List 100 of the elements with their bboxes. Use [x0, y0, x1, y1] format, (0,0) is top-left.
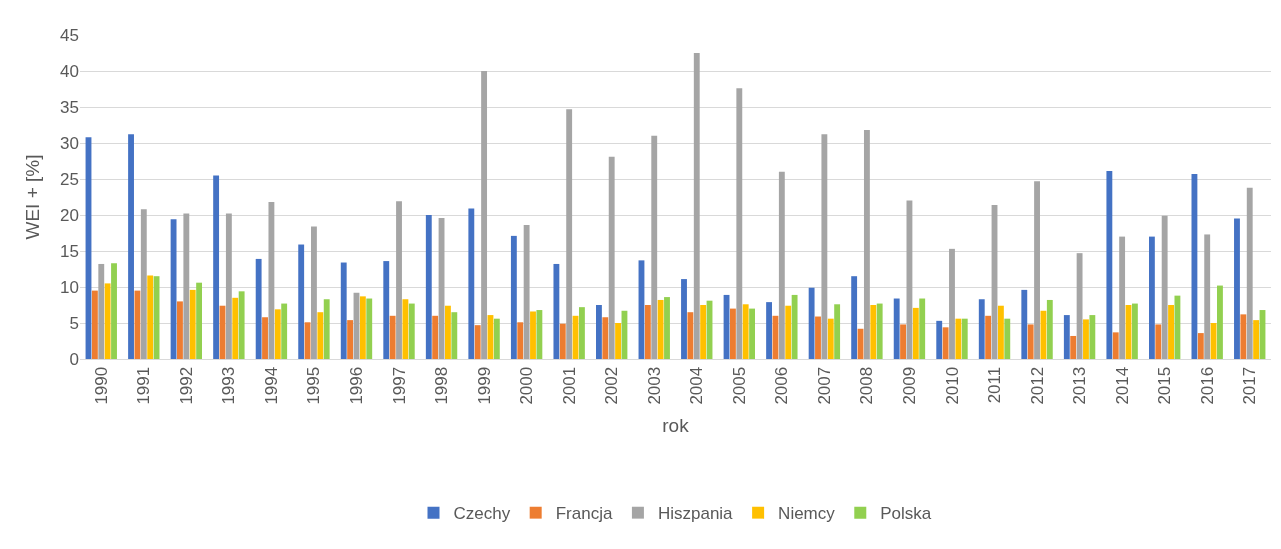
- x-tick-label: 2003: [644, 366, 664, 405]
- x-tick-label: 2001: [559, 366, 579, 405]
- bar: [1197, 333, 1204, 359]
- x-tick-label: 2011: [985, 366, 1005, 404]
- bar: [553, 263, 560, 359]
- bar: [304, 322, 311, 359]
- bar: [936, 320, 943, 359]
- bar: [517, 322, 524, 359]
- bar: [766, 302, 773, 359]
- x-tick-label: 2004: [687, 366, 707, 405]
- bar: [1070, 335, 1077, 359]
- bar: [225, 213, 232, 359]
- bar: [955, 318, 962, 359]
- bar: [359, 296, 366, 359]
- x-tick-label: 2013: [1070, 366, 1090, 405]
- bar: [602, 317, 609, 359]
- bar: [366, 298, 373, 359]
- bar: [238, 291, 245, 359]
- bar: [736, 88, 743, 359]
- bar: [213, 175, 220, 359]
- bar: [1106, 171, 1113, 359]
- bar: [1089, 315, 1096, 359]
- bar: [523, 225, 530, 359]
- bar: [919, 298, 926, 359]
- bar: [183, 213, 190, 359]
- x-tick-label: 1991: [134, 366, 154, 405]
- bar: [681, 279, 687, 359]
- bar: [1253, 320, 1260, 359]
- legend-label: Niemcy: [778, 504, 836, 524]
- bar: [340, 262, 347, 359]
- bar: [1148, 236, 1155, 359]
- bar: [383, 261, 390, 359]
- bar: [1240, 314, 1247, 359]
- bar: [815, 316, 821, 359]
- legend-label: Francja: [555, 504, 613, 524]
- legend-label: Polska: [880, 504, 932, 524]
- bar: [1217, 285, 1223, 359]
- bar: [664, 297, 670, 359]
- bar: [615, 323, 622, 359]
- x-tick-label: 2016: [1197, 366, 1217, 405]
- bar: [749, 308, 755, 359]
- bar: [578, 307, 585, 359]
- bar: [481, 71, 488, 359]
- x-tick-label: 2002: [602, 366, 622, 405]
- bar: [900, 324, 906, 359]
- bar: [1234, 218, 1240, 359]
- bar: [700, 305, 707, 359]
- bar: [317, 312, 324, 359]
- bar: [785, 305, 792, 359]
- x-tick-label: 2012: [1027, 366, 1047, 405]
- bar: [255, 258, 262, 359]
- bar: [729, 308, 736, 359]
- bar: [876, 303, 883, 359]
- x-tick-label: 1990: [91, 366, 111, 405]
- y-tick-label: 0: [69, 349, 79, 369]
- x-tick-label: 1994: [261, 366, 281, 405]
- bar: [1021, 289, 1028, 359]
- bar: [189, 289, 196, 359]
- bar: [402, 299, 409, 359]
- bar: [1204, 234, 1211, 359]
- y-tick-label: 30: [60, 133, 79, 153]
- bar: [530, 311, 536, 359]
- bar: [851, 276, 858, 359]
- x-tick-label: 2017: [1240, 366, 1260, 405]
- x-tick-label: 2015: [1155, 366, 1175, 405]
- bar: [657, 299, 664, 359]
- x-tick-label: 2000: [517, 366, 537, 405]
- bar: [985, 315, 992, 359]
- bar: [396, 201, 402, 359]
- bar: [1027, 324, 1034, 359]
- legend-label: Czechy: [453, 504, 511, 524]
- y-tick-label: 15: [60, 241, 79, 261]
- bar: [1076, 253, 1083, 359]
- bar: [262, 317, 268, 359]
- bar: [1083, 319, 1089, 359]
- bar: [834, 304, 841, 359]
- bar: [1119, 236, 1126, 359]
- bar: [821, 134, 828, 359]
- x-tick-label: 2009: [899, 366, 919, 405]
- bar: [128, 134, 134, 359]
- bar: [147, 275, 154, 359]
- x-tick-label: 2014: [1112, 366, 1132, 405]
- bar: [281, 303, 288, 359]
- bar: [1168, 305, 1174, 359]
- bar: [91, 290, 98, 359]
- bar: [942, 327, 949, 359]
- x-tick-label: 2005: [729, 366, 749, 405]
- bar: [268, 202, 275, 359]
- x-tick-label: 2010: [942, 366, 962, 405]
- bar: [445, 305, 451, 359]
- bar: [912, 307, 919, 359]
- bar: [1063, 315, 1070, 359]
- bar: [808, 287, 815, 359]
- bar: [778, 171, 785, 359]
- x-tick-label: 2008: [857, 366, 877, 405]
- x-tick-label: 1999: [474, 366, 494, 405]
- bar: [1174, 295, 1181, 359]
- bar: [311, 226, 317, 359]
- bar: [687, 312, 694, 359]
- bar: [536, 310, 543, 359]
